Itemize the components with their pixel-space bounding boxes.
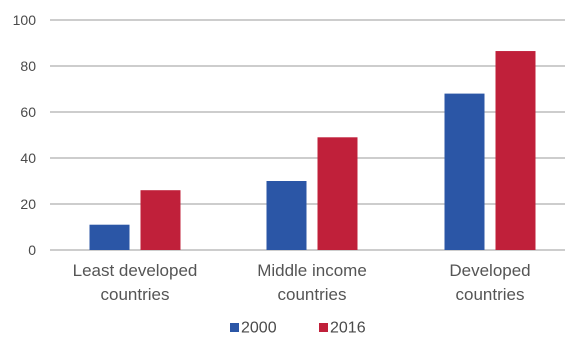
category-label-3-line-2: countries	[456, 285, 525, 304]
category-label-1-line-2: countries	[101, 285, 170, 304]
bar-2016-category-1	[140, 190, 181, 250]
bar-2016-category-2	[317, 137, 358, 250]
y-tick-label-60: 60	[20, 104, 36, 120]
category-label-2-line-1: Middle income	[257, 261, 367, 280]
y-tick-label-80: 80	[20, 58, 36, 74]
y-tick-label-40: 40	[20, 150, 36, 166]
y-tick-label-20: 20	[20, 196, 36, 212]
legend-swatch-2000	[230, 323, 239, 332]
bar-2000-category-3	[444, 93, 485, 250]
legend: 2000 2016	[230, 320, 366, 337]
bar-2016-category-3	[495, 51, 536, 250]
gridlines	[50, 19, 565, 251]
legend-label-2016: 2016	[330, 320, 366, 337]
bars	[89, 51, 536, 250]
category-label-2-line-2: countries	[278, 285, 347, 304]
bar-2000-category-1	[89, 224, 130, 250]
x-axis-category-labels: Least developed countries Middle income cou…	[73, 261, 531, 304]
y-axis-tick-labels: 0 20 40 60 80 100	[13, 12, 37, 258]
category-label-1-line-1: Least developed	[73, 261, 198, 280]
bar-2000-category-2	[266, 181, 307, 250]
y-tick-label-0: 0	[28, 242, 36, 258]
category-label-3-line-1: Developed	[449, 261, 530, 280]
legend-label-2000: 2000	[241, 320, 277, 337]
y-tick-label-100: 100	[13, 12, 37, 28]
legend-swatch-2016	[319, 323, 328, 332]
